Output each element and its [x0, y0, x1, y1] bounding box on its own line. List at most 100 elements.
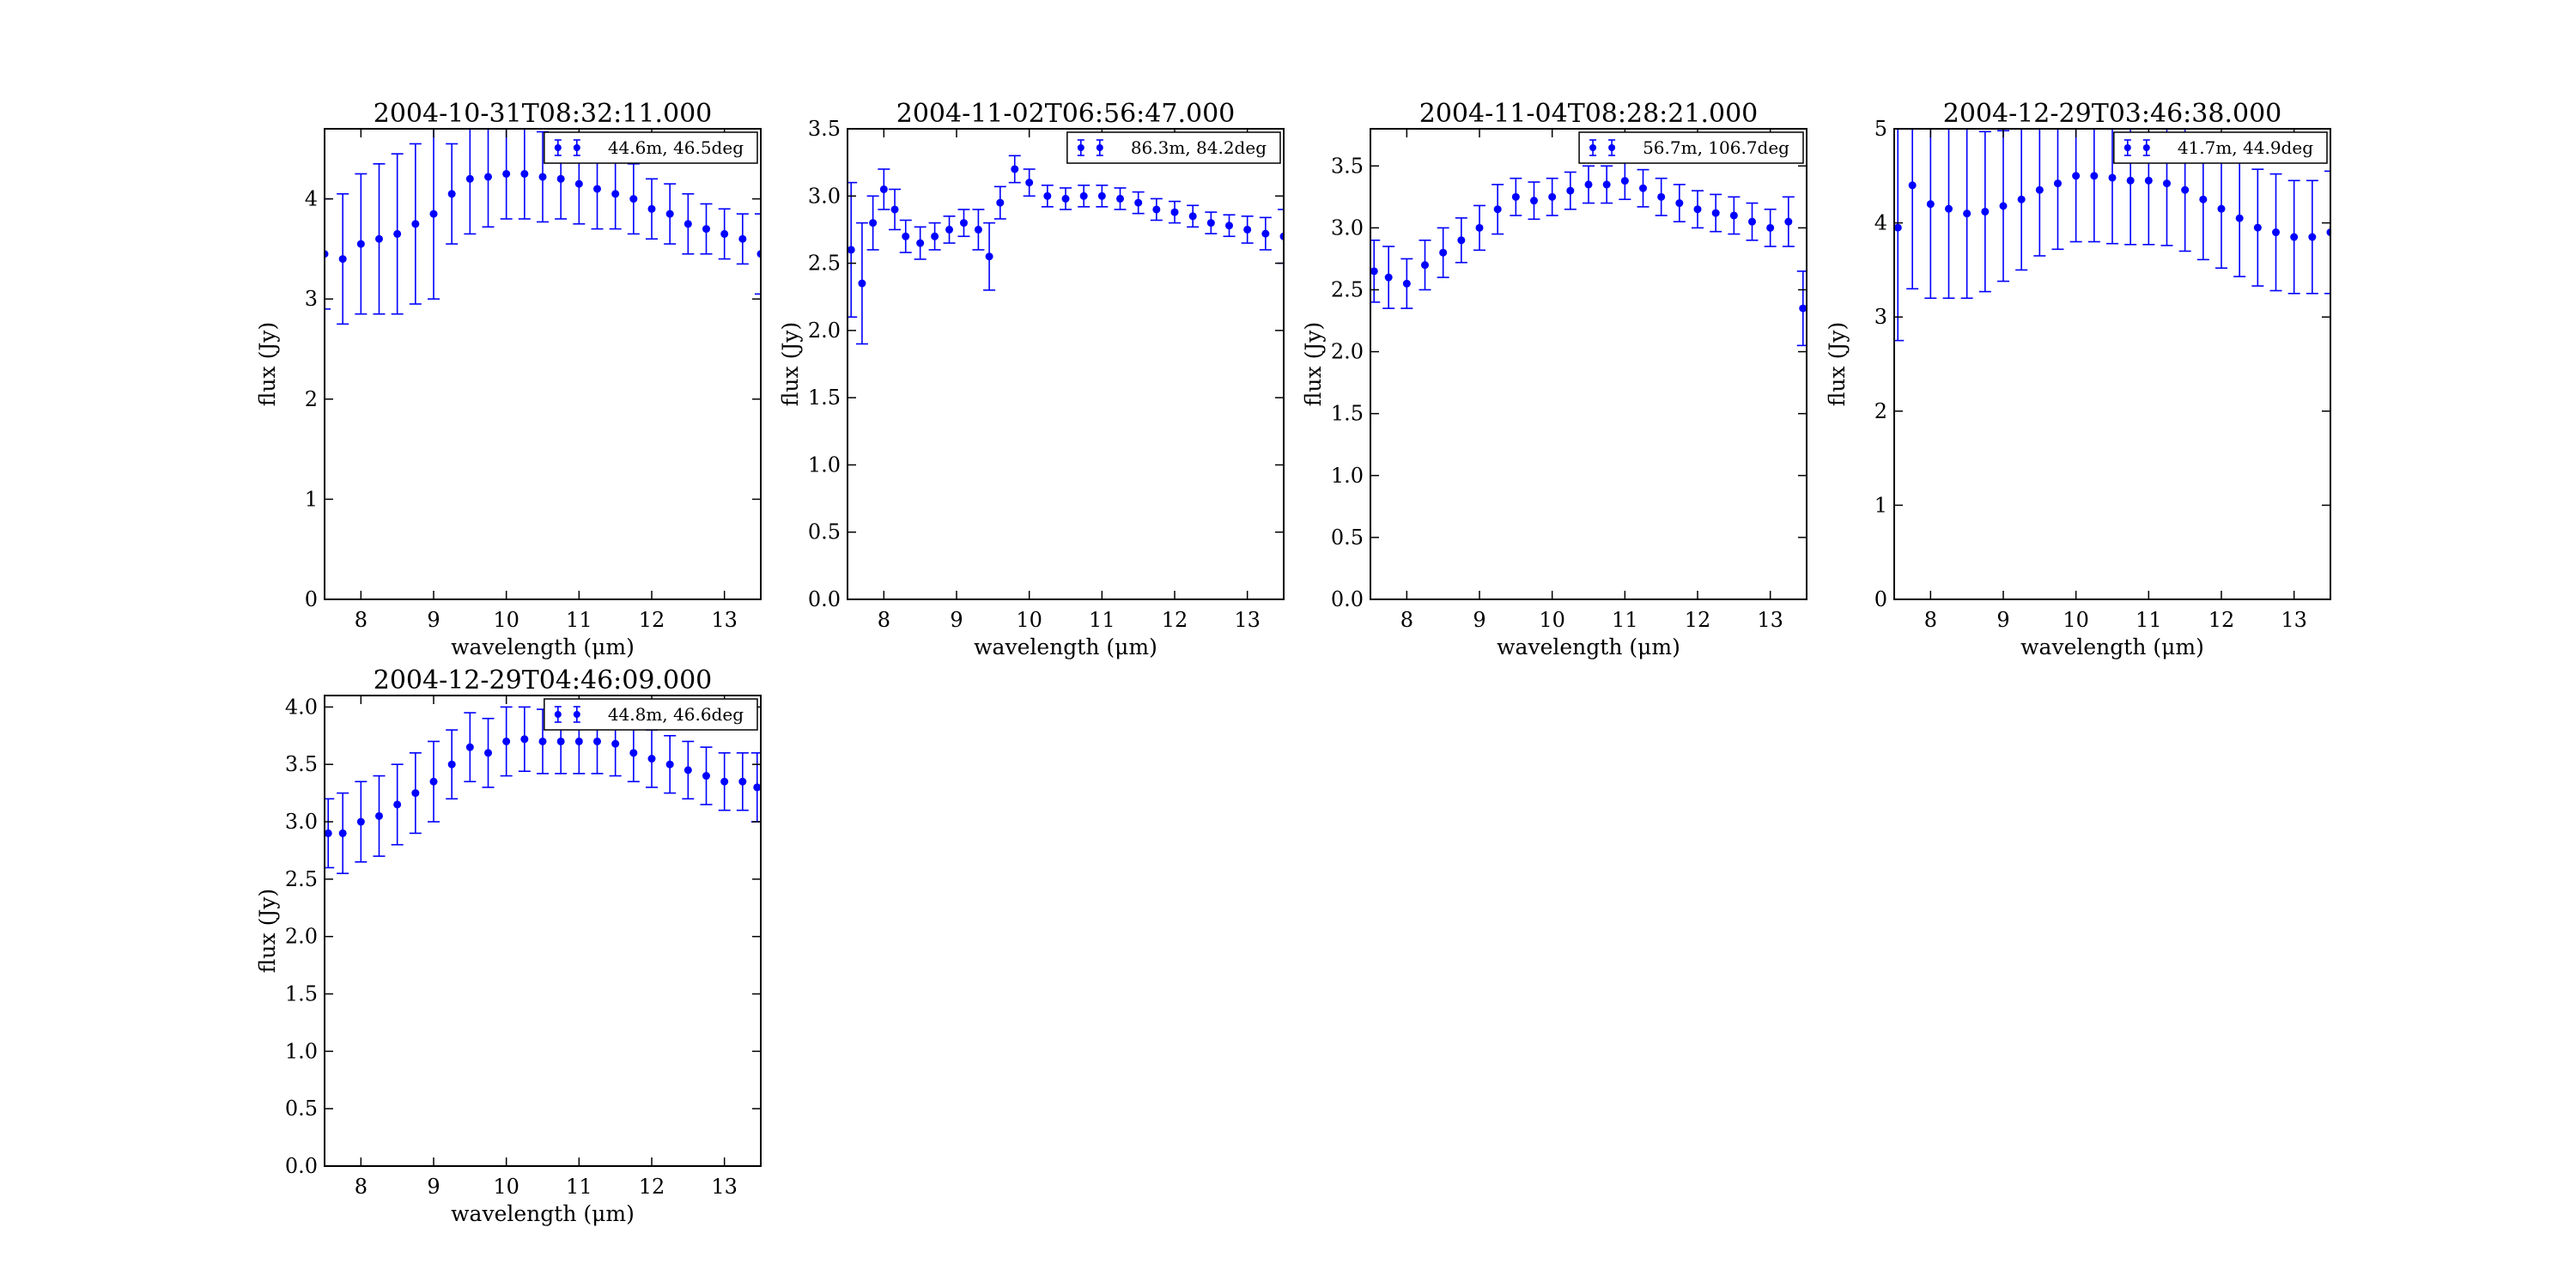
- panel-5: 2004-12-29T04:46:09.000 8 9 10 11 12 13 0.0 0.5 1…: [255, 665, 762, 1226]
- data-point: [375, 811, 383, 820]
- y-tick-label: 4: [1874, 211, 1887, 235]
- x-axis-label: wavelength (μm): [2020, 635, 2204, 659]
- data-point: [1116, 194, 1124, 203]
- y-tick-label: 5: [1874, 117, 1887, 141]
- y-axis-label: flux (Jy): [255, 322, 280, 406]
- x-tick-label: 10: [1539, 608, 1565, 632]
- axes-frame: [847, 128, 1285, 600]
- x-tick-label: 8: [355, 608, 368, 632]
- y-tick-label: 2.0: [285, 925, 318, 949]
- data-point: [683, 220, 692, 228]
- error-bar: [2324, 170, 2330, 295]
- data-point: [858, 279, 866, 288]
- data-point: [720, 777, 729, 786]
- legend-label: 86.3m, 84.2deg: [1131, 137, 1267, 158]
- data-point: [916, 239, 925, 247]
- x-tick-label: 11: [1089, 608, 1115, 632]
- data-point: [2199, 195, 2208, 204]
- data-point: [611, 739, 620, 748]
- data-point: [1225, 222, 1233, 230]
- data-point: [1511, 192, 1520, 201]
- data-point: [1457, 236, 1466, 245]
- data-point: [447, 760, 456, 769]
- data-point: [848, 246, 855, 254]
- data-point: [465, 174, 474, 183]
- series-1: [848, 155, 1284, 345]
- data-point: [629, 749, 638, 757]
- data-point: [574, 179, 583, 188]
- y-tick-label: 0.5: [285, 1097, 318, 1121]
- y-tick-label: 1.5: [808, 386, 841, 410]
- data-point: [1926, 200, 1935, 209]
- data-point: [593, 185, 601, 193]
- data-point: [1206, 219, 1215, 228]
- y-tick-label: 2: [305, 387, 318, 411]
- x-axis-label: wavelength (μm): [451, 1201, 635, 1226]
- axes-frame: [1893, 128, 2331, 600]
- plot-area: [325, 129, 761, 325]
- data-point: [1639, 184, 1647, 192]
- data-point: [2072, 172, 2081, 180]
- data-point: [2108, 173, 2117, 182]
- y-tick-label: 2.5: [285, 867, 318, 891]
- data-point: [879, 185, 888, 193]
- x-tick-label: 8: [355, 1175, 368, 1199]
- data-point: [2054, 179, 2062, 188]
- data-point: [869, 219, 878, 228]
- data-point: [2163, 179, 2171, 188]
- series-1: [325, 129, 761, 325]
- error-bar: [755, 213, 761, 295]
- data-point: [325, 250, 329, 258]
- data-point: [665, 210, 674, 218]
- chart-title: 2004-11-02T06:56:47.000: [896, 99, 1236, 129]
- x-tick-label: 9: [427, 608, 440, 632]
- legend-marker: [1077, 144, 1084, 151]
- data-point: [2235, 214, 2244, 222]
- data-point: [2126, 176, 2135, 185]
- data-point: [1693, 205, 1702, 214]
- data-point: [2181, 185, 2190, 194]
- y-axis-label: flux (Jy): [255, 889, 280, 973]
- data-point: [338, 829, 347, 837]
- y-axis-label: flux (Jy): [1825, 322, 1850, 406]
- y-tick-label: 3: [1874, 305, 1887, 329]
- data-point: [375, 234, 383, 243]
- data-point: [1729, 211, 1738, 220]
- y-tick-label: 4.0: [285, 695, 318, 719]
- legend-label: 41.7m, 44.9deg: [2178, 137, 2313, 158]
- y-tick-label: 1.0: [808, 453, 841, 477]
- data-point: [702, 225, 710, 234]
- data-point: [574, 737, 583, 745]
- x-axis-label: wavelength (μm): [1497, 635, 1680, 659]
- y-axis-label: flux (Jy): [1301, 322, 1326, 406]
- data-point: [465, 743, 474, 751]
- data-point: [393, 229, 402, 238]
- x-tick-label: 11: [566, 1175, 592, 1199]
- data-point: [1908, 181, 1917, 190]
- data-point: [1134, 198, 1143, 207]
- legend-marker: [573, 711, 580, 718]
- legend-label: 56.7m, 106.7deg: [1643, 137, 1789, 158]
- x-tick-label: 9: [427, 1175, 440, 1199]
- x-tick-label: 9: [950, 608, 963, 632]
- y-tick-label: 3.5: [285, 752, 318, 776]
- x-tick-label: 11: [2136, 608, 2162, 632]
- data-point: [2144, 176, 2153, 185]
- y-tick-label: 1.0: [285, 1039, 318, 1063]
- x-tick-label: 9: [1473, 608, 1485, 632]
- data-point: [753, 783, 761, 792]
- y-tick-label: 3: [305, 287, 318, 311]
- legend: 44.8m, 46.6deg: [544, 698, 758, 731]
- x-tick-label: 8: [1400, 608, 1413, 632]
- x-tick-label: 13: [711, 1175, 738, 1199]
- x-tick-label: 9: [1996, 608, 2009, 632]
- data-point: [756, 250, 761, 258]
- data-point: [1799, 304, 1807, 313]
- data-point: [429, 210, 438, 218]
- x-tick-label: 12: [639, 608, 665, 632]
- data-point: [1999, 202, 2008, 210]
- y-tick-label: 0: [1874, 587, 1887, 611]
- y-tick-label: 3.5: [808, 117, 841, 141]
